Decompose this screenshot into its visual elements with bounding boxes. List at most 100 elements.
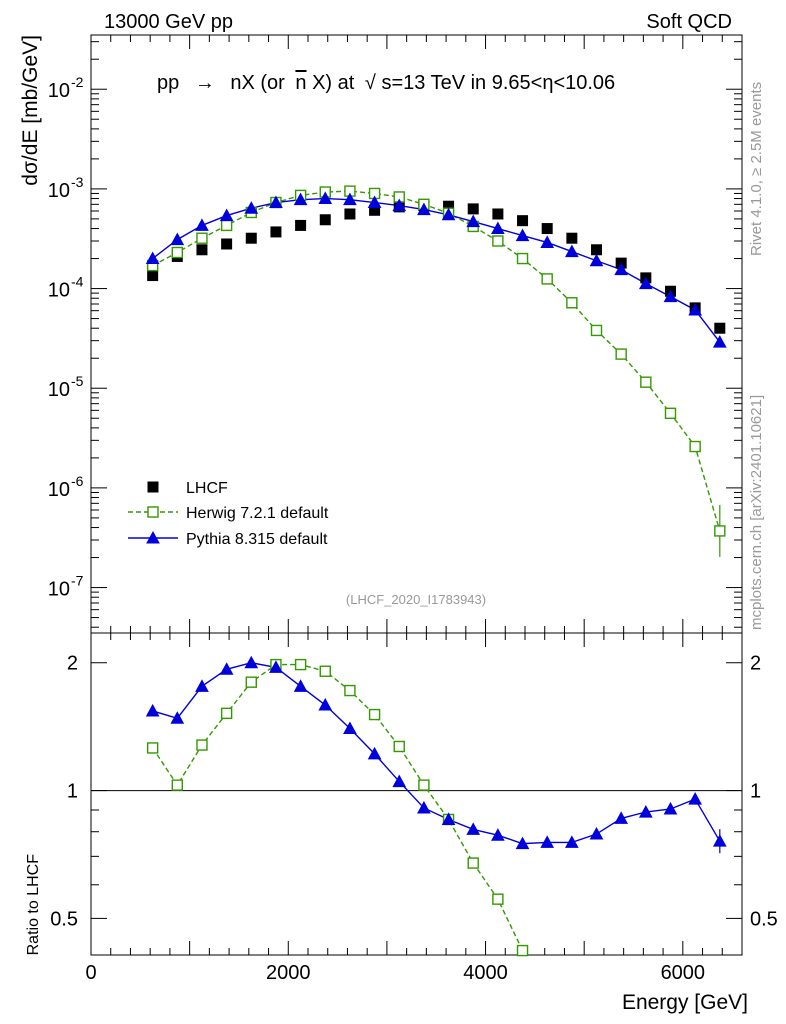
main-y-tick-label: 10: [48, 579, 70, 601]
pythia-point: [466, 214, 481, 228]
title-after-nbar: X) at: [312, 72, 355, 94]
pythia-ratio-point: [269, 660, 283, 673]
process-label: Soft QCD: [646, 11, 732, 33]
legend-pythia-marker: [146, 530, 160, 544]
herwig-ratio-point: [344, 684, 356, 697]
herwig-ratio-point: [368, 708, 381, 721]
main-y-tick-exponent: -2: [71, 74, 84, 90]
herwig-point: [664, 407, 677, 420]
source-label: mcplots.cern.ch [arXiv:2401.10621]: [748, 395, 765, 630]
x-tick-label: 2000: [266, 962, 311, 984]
herwig-ratio-line: [152, 663, 524, 951]
ratio-y-tick-labels: 0.5 0.5 1 1 2 2: [50, 653, 778, 931]
pythia-point: [392, 198, 407, 212]
main-y-tick-label: 10: [48, 479, 70, 501]
herwig-point: [689, 440, 701, 453]
title-arrow: →: [195, 72, 215, 94]
lhcf-point: [147, 270, 159, 282]
legend-label: Herwig 7.2.1 default: [186, 505, 329, 522]
main-y-tick-exponent: -5: [71, 373, 84, 389]
pythia-ratio-point: [244, 655, 259, 669]
lhcf-point: [196, 244, 208, 256]
pythia-ratio-point: [195, 679, 209, 692]
pythia-ratio-point: [219, 662, 234, 675]
lhcf-point: [245, 232, 257, 244]
lhcf-point: [566, 232, 578, 244]
legend: LHCF Herwig 7.2.1 default Pythia 8.315 def…: [128, 480, 329, 548]
herwig-ratio-point: [467, 857, 479, 869]
pythia-ratio-point: [589, 826, 604, 840]
pythia-ratio-point: [441, 812, 456, 825]
rivet-label: Rivet 4.1.0, ≥ 2.5M events: [748, 82, 765, 256]
title-lead: pp: [157, 72, 179, 94]
lhcf-point: [344, 208, 356, 220]
herwig-ratio-point: [492, 893, 504, 905]
legend-label: Pythia 8.315 default: [186, 531, 328, 548]
pythia-ratio-point: [712, 834, 727, 847]
pythia-ratio-point: [515, 836, 530, 850]
title-nbar: n: [295, 72, 306, 94]
pythia-ratio-point: [638, 805, 653, 818]
pythia-ratio-point: [293, 679, 308, 692]
ratio-y-tick-label-right: 0.5: [750, 908, 778, 930]
pythia-point: [145, 251, 160, 265]
herwig-point: [714, 525, 726, 537]
pythia-point: [540, 235, 555, 248]
pythia-point: [269, 195, 283, 209]
x-tick-label: 6000: [661, 962, 706, 984]
main-y-tick-exponent: -3: [71, 174, 84, 190]
herwig-ratio-point: [171, 779, 184, 791]
herwig-ratio-point: [196, 739, 208, 751]
main-y-tick-label: 10: [48, 180, 70, 202]
herwig-ratio-point: [393, 740, 405, 753]
herwig-ratio-point: [319, 665, 331, 677]
herwig-point: [541, 273, 553, 285]
pythia-ratio-point: [466, 822, 481, 835]
pythia-ratio-point: [392, 774, 407, 788]
pythia-ratio-point: [491, 828, 505, 841]
pythia-point: [688, 302, 702, 316]
main-y-tick-exponent: -6: [71, 473, 84, 489]
legend-herwig-marker: [147, 506, 159, 518]
pythia-point: [515, 228, 530, 242]
ratio-y-tick-label-right: 1: [750, 781, 761, 803]
pythia-point: [170, 232, 185, 246]
analysis-id-label: (LHCF_2020_I1783943): [346, 592, 486, 607]
herwig-ratio-point: [220, 707, 233, 720]
main-axis-ticks: [90, 35, 743, 633]
herwig-ratio-point: [245, 676, 257, 688]
pythia-ratio-point: [318, 698, 333, 711]
x-tick-label: 0: [85, 962, 96, 984]
ratio-plot-frame: [90, 632, 743, 956]
pythia-ratio-point: [170, 711, 185, 724]
energy-label: 13000 GeV pp: [104, 11, 233, 33]
lhcf-point: [517, 215, 529, 227]
pythia-ratio-point: [145, 703, 160, 717]
herwig-line: [152, 190, 721, 532]
x-tick-labels: 0 2000 4000 6000: [85, 962, 705, 984]
title-sqrt: √: [365, 72, 376, 94]
pythia-point: [712, 335, 727, 348]
pythia-point: [491, 221, 505, 235]
ratio-y-tick-label: 1: [67, 781, 78, 803]
herwig-point: [566, 297, 578, 309]
main-y-tick-label: 10: [48, 80, 70, 102]
pythia-ratio-point: [540, 835, 555, 848]
ratio-series-layer: [145, 655, 727, 957]
main-series-layer: [145, 185, 727, 557]
pythia-point: [195, 218, 209, 231]
main-y-tick-label: 10: [48, 280, 70, 302]
lhcf-point: [295, 219, 307, 231]
main-y-tick-exponent: -7: [71, 573, 84, 589]
ratio-axis-ticks: [90, 633, 743, 955]
herwig-point: [171, 246, 184, 259]
lhcf-point: [591, 244, 603, 256]
lhcf-point: [319, 214, 331, 226]
pythia-ratio-point: [688, 792, 702, 805]
title-tail: s=13 TeV in 9.65<η<10.06: [381, 72, 615, 94]
legend-lhcf-marker: [147, 481, 159, 493]
pythia-point: [293, 192, 308, 206]
pythia-ratio-point: [343, 721, 357, 735]
herwig-point: [492, 235, 504, 247]
